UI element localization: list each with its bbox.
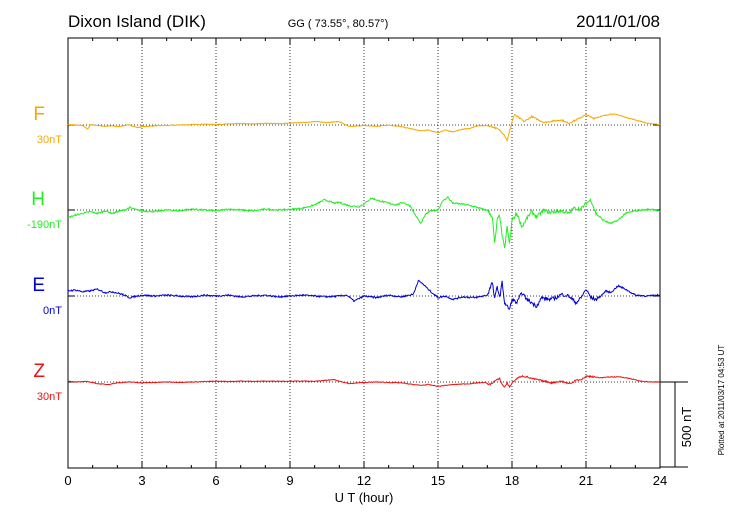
series-line-h xyxy=(67,195,661,249)
x-tick-label: 6 xyxy=(212,473,219,488)
series-line-e xyxy=(67,279,661,310)
x-tick-label: 9 xyxy=(286,473,293,488)
x-tick-label: 3 xyxy=(138,473,145,488)
x-tick-label: 21 xyxy=(579,473,593,488)
series-name-e: E xyxy=(32,275,45,296)
scale-bar: 500 nT xyxy=(660,381,694,468)
x-tick-label: 12 xyxy=(357,473,371,488)
grid xyxy=(68,38,660,468)
series-name-f: F xyxy=(33,104,45,125)
series-baseline-e: 0nT xyxy=(43,305,62,317)
series-name-z: Z xyxy=(33,361,45,382)
series-baseline-f: 30nT xyxy=(37,134,62,146)
series-labels: F 30nT H -190nT E 0nT Z 30nT xyxy=(27,104,62,403)
station-title: Dixon Island (DIK) xyxy=(68,12,206,31)
scale-bar-label: 500 nT xyxy=(679,407,694,448)
series-group xyxy=(67,113,661,389)
plotted-timestamp: Plotted at 2011/03/17 04:53 UT xyxy=(717,345,726,456)
x-axis-label: U T (hour) xyxy=(335,490,394,505)
x-tick-label: 0 xyxy=(64,473,71,488)
coordinates: GG ( 73.55°, 80.57°) xyxy=(288,18,389,30)
x-tick-label: 18 xyxy=(505,473,519,488)
plot-frame xyxy=(67,37,661,469)
x-tick-label: 24 xyxy=(653,473,667,488)
series-line-f xyxy=(67,113,661,143)
series-line-z xyxy=(68,374,661,389)
x-axis-ticks: 0 3 6 9 12 15 18 21 24 xyxy=(64,38,667,488)
series-baseline-h: -190nT xyxy=(27,219,62,231)
x-tick-label: 15 xyxy=(431,473,445,488)
series-baseline-z: 30nT xyxy=(37,391,62,403)
date-label: 2011/01/08 xyxy=(576,12,660,31)
series-name-h: H xyxy=(31,189,45,210)
